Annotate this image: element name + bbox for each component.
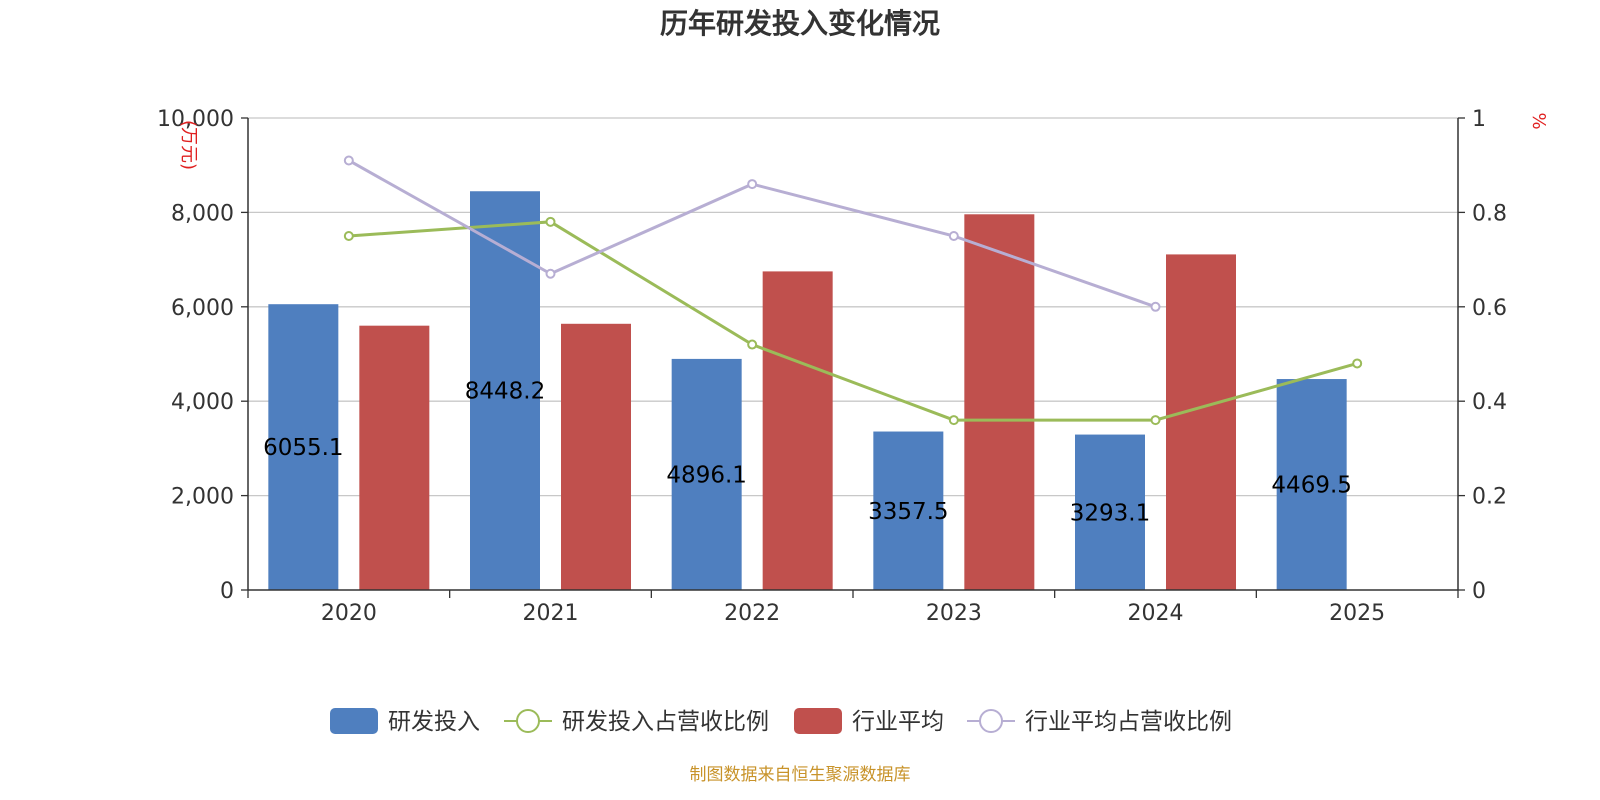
x-axis-tick-label: 2023 <box>926 601 982 626</box>
legend-label: 行业平均 <box>852 709 944 735</box>
legend-swatch-研发投入 <box>330 708 378 734</box>
right-axis-tick-label: 0.8 <box>1472 201 1507 226</box>
legend-marker-行业平均占营收比例 <box>979 709 1003 733</box>
bar-data-label: 8448.2 <box>465 379 545 405</box>
line-point <box>948 231 959 241</box>
bar-2024-研发投入 <box>1075 434 1145 590</box>
bar-data-label: 3357.5 <box>868 499 948 525</box>
bar-data-label: 4469.5 <box>1271 473 1351 499</box>
x-axis-tick-label: 2022 <box>724 601 780 626</box>
line-point <box>343 231 354 241</box>
legend-swatch-行业平均 <box>794 708 842 734</box>
x-axis-tick-label: 2020 <box>321 601 377 626</box>
bar-2021-研发投入 <box>470 191 540 590</box>
right-axis-tick-label: 0.4 <box>1472 390 1507 415</box>
chart-title: 历年研发投入变化情况 <box>660 7 940 40</box>
lines <box>343 155 1363 426</box>
bar-2022-研发投入 <box>671 358 742 590</box>
bars <box>268 191 1347 590</box>
legend-label: 研发投入占营收比例 <box>562 709 769 735</box>
bar-2021-行业平均 <box>561 323 631 590</box>
line-point <box>948 415 959 426</box>
left-axis-tick-label: 10,000 <box>157 107 234 132</box>
line-point <box>1150 415 1161 426</box>
legend-marker-研发投入占营收比例 <box>516 709 540 733</box>
bar-2024-行业平均 <box>1166 254 1236 590</box>
bar-data-label: 4896.1 <box>666 462 746 488</box>
x-axis-tick-label: 2021 <box>523 601 579 626</box>
right-axis-tick-label: 0.6 <box>1472 296 1507 321</box>
left-axis-tick-label: 2,000 <box>171 485 234 510</box>
legend-label: 研发投入 <box>388 709 480 735</box>
line-point <box>1150 301 1161 312</box>
right-axis-tick-label: 0.2 <box>1472 485 1507 510</box>
bar-2020-行业平均 <box>359 325 430 590</box>
line-point <box>1352 358 1363 369</box>
legend-label: 行业平均占营收比例 <box>1025 709 1232 735</box>
bar-data-label: 6055.1 <box>263 435 343 461</box>
grid-lines <box>248 117 1458 497</box>
bar-2023-行业平均 <box>964 214 1035 590</box>
source-note: 制图数据来自恒生聚源数据库 <box>690 765 911 785</box>
left-axis-tick-label: 4,000 <box>171 390 234 415</box>
line-point <box>343 155 354 166</box>
data-labels: 6055.1 8448.2 4896.1 3357.5 3293.1 4469.5 <box>263 379 1352 527</box>
right-axis-unit-label: % <box>1528 112 1549 129</box>
x-axis-tick-label: 2025 <box>1329 601 1385 626</box>
bar-2020-研发投入 <box>268 304 339 590</box>
axes: 0 2,000 4,000 6,000 8,000 10,000 0 0.2 0.4 0.6 0.8… <box>157 107 1507 626</box>
x-axis-tick-label: 2024 <box>1128 601 1184 626</box>
line-研发投入占营收比例 <box>348 220 1358 422</box>
right-axis-tick-label: 0 <box>1472 579 1486 604</box>
right-axis-tick-label: 1 <box>1472 107 1486 132</box>
left-axis-tick-label: 6,000 <box>171 296 234 321</box>
bar-2023-研发投入 <box>873 431 944 590</box>
bar-data-label: 3293.1 <box>1070 500 1150 526</box>
line-point <box>747 179 758 190</box>
left-axis-unit-label: (万元) <box>178 120 199 170</box>
bar-2022-行业平均 <box>762 271 833 590</box>
left-axis-tick-label: 8,000 <box>171 201 234 226</box>
line-point <box>545 268 556 279</box>
line-point <box>747 339 758 350</box>
legend: 研发投入 研发投入占营收比例 行业平均 行业平均占营收比例 <box>330 708 1232 735</box>
line-point <box>545 216 556 227</box>
left-axis-tick-label: 0 <box>220 579 234 604</box>
bar-2025-研发投入 <box>1276 379 1347 590</box>
